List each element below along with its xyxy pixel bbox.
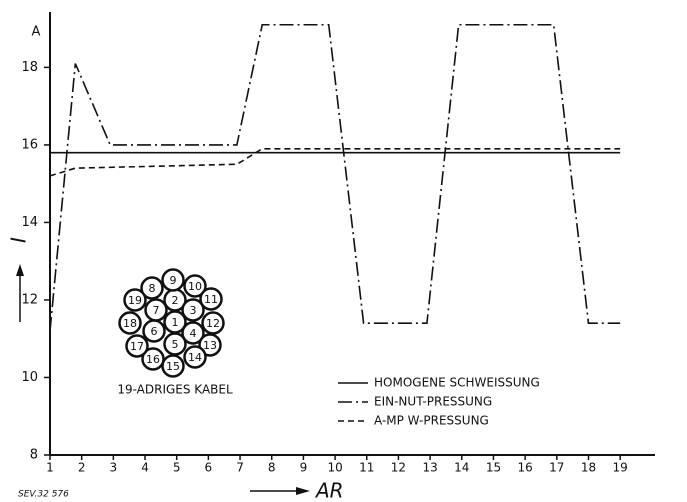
wire-label: 15 bbox=[166, 360, 180, 373]
legend-label: A-MP W-PRESSUNG bbox=[374, 414, 489, 428]
wire-label: 3 bbox=[190, 304, 197, 317]
x-tick-label: 10 bbox=[327, 461, 342, 475]
y-tick-label: 8 bbox=[30, 448, 38, 463]
x-tick-label: 4 bbox=[141, 461, 149, 475]
wire-label: 9 bbox=[170, 274, 177, 287]
x-tick-label: 18 bbox=[581, 461, 596, 475]
y-tick-label: 14 bbox=[21, 215, 38, 230]
wire-label: 14 bbox=[188, 351, 202, 364]
x-tick-label: 5 bbox=[173, 461, 181, 475]
y-unit: A bbox=[32, 25, 41, 40]
x-tick-label: 7 bbox=[236, 461, 244, 475]
inset-label: 19-ADRIGES KABEL bbox=[117, 383, 233, 397]
wire-label: 12 bbox=[206, 317, 220, 330]
y-tick-label: 16 bbox=[21, 137, 38, 152]
legend-label: HOMOGENE SCHWEISSUNG bbox=[374, 376, 540, 390]
wire-label: 13 bbox=[203, 339, 217, 352]
wire-label: 4 bbox=[190, 327, 197, 340]
note: SEV.32 576 bbox=[18, 490, 69, 500]
wire-label: 1 bbox=[172, 316, 179, 329]
legend-label: EIN-NUT-PRESSUNG bbox=[374, 395, 492, 409]
x-arrow-head bbox=[296, 487, 310, 495]
chart: A I AR SEV.32 576 19-ADRIGES KABEL HOMOG… bbox=[0, 0, 687, 502]
wire-label: 17 bbox=[130, 340, 144, 353]
x-tick-label: 8 bbox=[268, 461, 276, 475]
x-tick-label: 1 bbox=[46, 461, 54, 475]
wire-label: 5 bbox=[172, 338, 179, 351]
x-tick-label: 2 bbox=[78, 461, 86, 475]
x-label: AR bbox=[314, 479, 344, 502]
x-tick-label: 15 bbox=[486, 461, 501, 475]
wire-label: 2 bbox=[172, 294, 179, 307]
wire-label: 6 bbox=[151, 325, 158, 338]
wire-label: 16 bbox=[146, 353, 160, 366]
y-label: I bbox=[7, 237, 31, 243]
x-tick-label: 17 bbox=[549, 461, 564, 475]
x-tick-label: 16 bbox=[517, 461, 532, 475]
y-tick-label: 12 bbox=[21, 292, 38, 307]
wire-label: 10 bbox=[188, 280, 202, 293]
y-tick-label: 10 bbox=[21, 370, 38, 385]
x-tick-label: 13 bbox=[422, 461, 437, 475]
x-tick-label: 9 bbox=[300, 461, 308, 475]
series-line bbox=[50, 25, 620, 331]
wire-label: 18 bbox=[123, 317, 137, 330]
x-tick-label: 3 bbox=[110, 461, 118, 475]
y-arrow-head bbox=[16, 264, 24, 276]
x-tick-label: 11 bbox=[359, 461, 374, 475]
wire-label: 11 bbox=[204, 293, 218, 306]
x-tick-label: 14 bbox=[454, 461, 469, 475]
y-tick-label: 18 bbox=[21, 60, 38, 75]
wire-label: 7 bbox=[153, 304, 160, 317]
x-tick-label: 6 bbox=[205, 461, 213, 475]
wire-label: 19 bbox=[128, 294, 142, 307]
wire-label: 8 bbox=[149, 282, 156, 295]
x-tick-label: 19 bbox=[613, 461, 628, 475]
legend: HOMOGENE SCHWEISSUNG EIN-NUT-PRESSUNG A-MP… bbox=[338, 376, 540, 428]
x-tick-label: 12 bbox=[391, 461, 406, 475]
